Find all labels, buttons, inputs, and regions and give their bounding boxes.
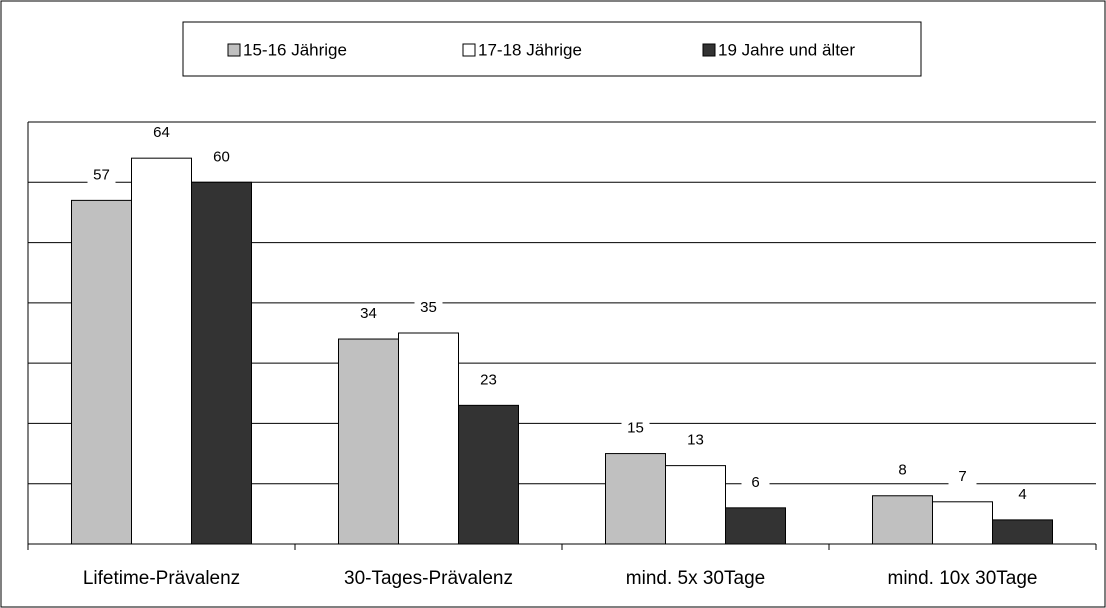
value-label-bg xyxy=(741,472,770,493)
value-label-bg xyxy=(414,298,443,318)
value-label-bg xyxy=(354,304,383,325)
x-tick-label: mind. 5x 30Tage xyxy=(626,568,765,589)
x-tick-label: Lifetime-Prävalenz xyxy=(83,568,240,589)
bar xyxy=(992,519,1053,545)
legend-swatch xyxy=(227,43,241,57)
value-label-bg xyxy=(87,165,116,186)
value-label-bg xyxy=(474,370,503,391)
value-label-bg xyxy=(948,466,977,487)
bar xyxy=(605,453,666,545)
bar xyxy=(725,507,786,545)
bar xyxy=(872,495,933,545)
legend-swatch xyxy=(702,43,716,57)
legend-label: 15-16 Jährige xyxy=(243,40,347,59)
value-label: 35 xyxy=(420,299,437,316)
bar xyxy=(398,332,459,545)
value-label: 6 xyxy=(751,474,759,491)
value-label-bg xyxy=(888,460,917,481)
value-label: 60 xyxy=(213,148,230,165)
value-label-bg xyxy=(207,147,236,168)
value-label: 13 xyxy=(687,432,704,449)
value-label-bg xyxy=(681,430,710,451)
bar xyxy=(665,465,726,545)
bar xyxy=(71,199,132,545)
value-label: 57 xyxy=(93,166,110,183)
value-label-bg xyxy=(1008,484,1037,505)
bar xyxy=(131,157,192,545)
value-label: 34 xyxy=(360,305,377,322)
value-label: 64 xyxy=(153,124,170,141)
legend-label: 17-18 Jährige xyxy=(478,40,582,59)
x-tick-label: mind. 10x 30Tage xyxy=(888,568,1038,589)
value-label: 7 xyxy=(958,468,966,485)
bar xyxy=(932,501,993,545)
legend-swatch xyxy=(462,43,476,57)
value-label: 23 xyxy=(480,371,497,388)
value-label: 8 xyxy=(898,462,906,479)
value-label-bg xyxy=(621,418,650,439)
value-label: 15 xyxy=(627,420,644,437)
legend-box xyxy=(182,21,922,77)
value-label-bg xyxy=(147,123,176,144)
x-tick-label: 30-Tages-Prävalenz xyxy=(344,568,513,589)
bar xyxy=(191,181,252,545)
bar xyxy=(458,404,519,545)
legend-label: 19 Jahre und älter xyxy=(718,40,855,59)
value-label: 4 xyxy=(1018,486,1026,503)
bar xyxy=(338,338,399,545)
